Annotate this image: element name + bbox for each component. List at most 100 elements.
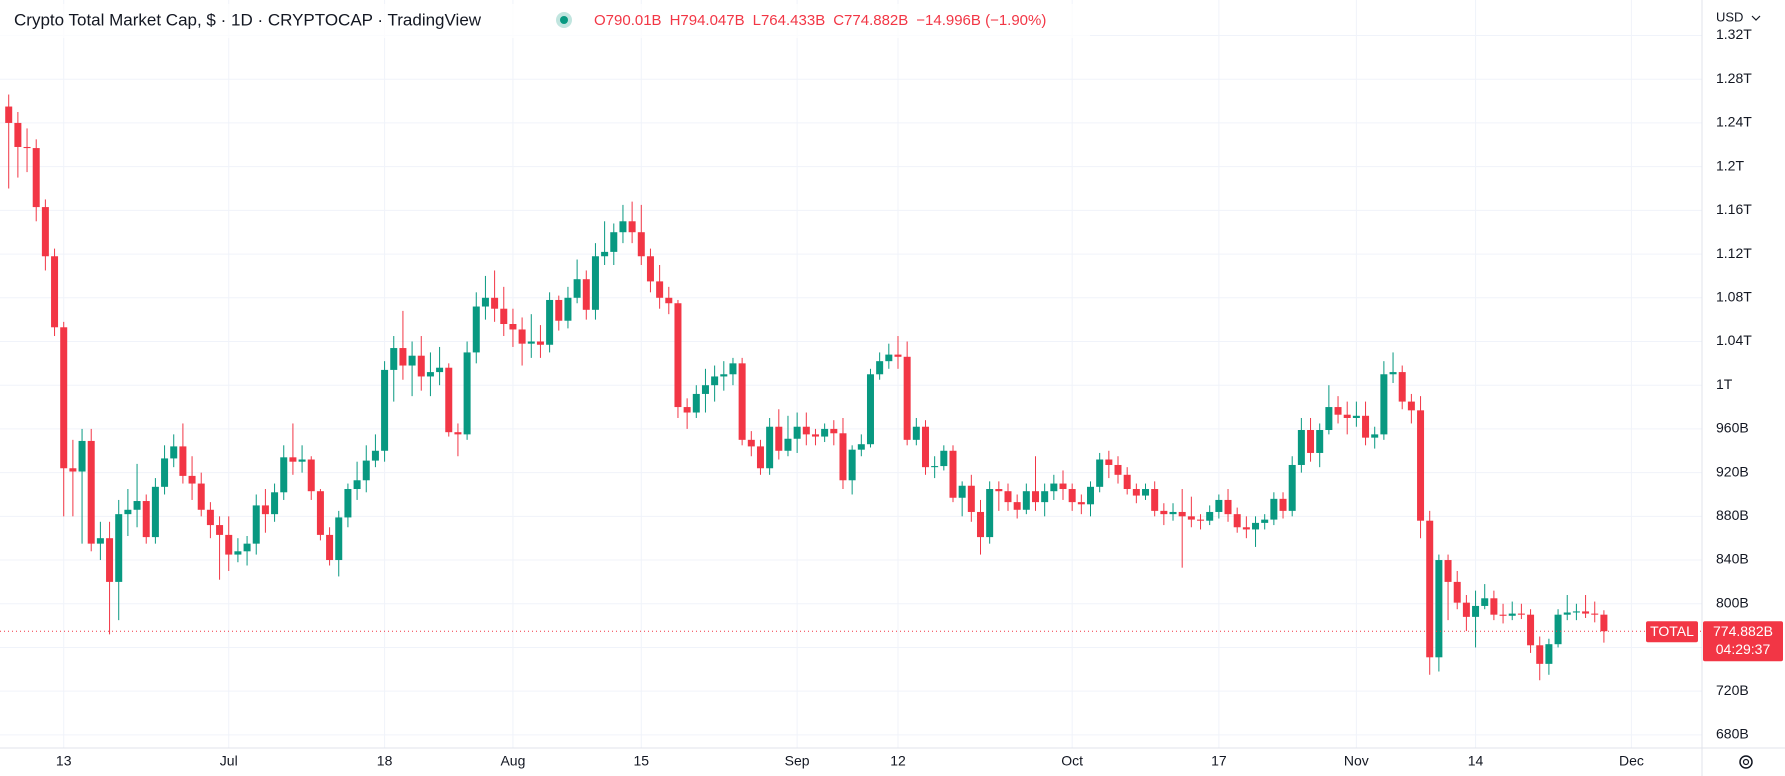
- series-tag-bg: [1646, 621, 1698, 643]
- candle-body: [811, 434, 819, 437]
- overlay: TOTAL: [0, 621, 1702, 643]
- candle-body: [976, 511, 984, 538]
- candle-body: [500, 308, 508, 325]
- candle-body: [921, 426, 929, 468]
- y-tick-label: 1.12T: [1716, 245, 1752, 261]
- candle-body: [646, 256, 654, 282]
- y-tick-label: 1.08T: [1716, 288, 1752, 304]
- price-tag: 774.882B: [1713, 623, 1773, 639]
- candle-body: [106, 538, 114, 582]
- candle-body: [1105, 459, 1113, 465]
- x-tick-label: Jul: [220, 753, 238, 769]
- x-tick-label: Sep: [785, 753, 810, 769]
- candle-body: [353, 480, 361, 490]
- candle-body: [1013, 502, 1021, 510]
- candle-body: [793, 426, 801, 439]
- candle-body: [206, 509, 214, 526]
- candle-body: [1316, 430, 1324, 453]
- candle-body: [1032, 491, 1040, 503]
- candle-body: [674, 303, 682, 408]
- candle-body: [1499, 614, 1507, 616]
- candle-body: [1297, 430, 1305, 465]
- candle-body: [1206, 511, 1214, 521]
- candle-body: [326, 534, 334, 561]
- candle-body: [472, 306, 480, 353]
- candle-body: [619, 221, 627, 233]
- candle-body: [362, 460, 370, 481]
- candle-body: [60, 327, 68, 469]
- candle-body: [32, 148, 40, 208]
- candle-body: [69, 468, 77, 472]
- candle-body: [1417, 410, 1425, 521]
- candle-body: [14, 122, 22, 147]
- currency[interactable]: USD: [1716, 9, 1743, 24]
- candle-body: [463, 352, 471, 435]
- y-tick-label: 1T: [1716, 376, 1733, 392]
- candle-body: [161, 458, 169, 487]
- candle-body: [115, 514, 123, 582]
- candle-body: [940, 450, 948, 467]
- candle-body: [683, 407, 691, 413]
- candle-body: [1362, 415, 1370, 438]
- candle-body: [1261, 519, 1269, 523]
- candle-body: [784, 438, 792, 451]
- candle-body: [894, 354, 902, 357]
- candle-body: [1096, 459, 1104, 487]
- candle-body: [151, 486, 159, 538]
- x-tick-label: Dec: [1619, 753, 1644, 769]
- y-tick-label: 1.2T: [1716, 157, 1744, 173]
- candle-body: [747, 439, 755, 447]
- status-dot: [560, 16, 568, 24]
- candle-body: [1453, 581, 1461, 603]
- candle-body: [866, 374, 874, 445]
- candle-body: [958, 485, 966, 498]
- candle-body: [949, 450, 957, 498]
- candle-body: [756, 446, 764, 469]
- candle-body: [738, 363, 746, 440]
- candle-body: [1178, 511, 1186, 517]
- x-tick-label: Nov: [1344, 753, 1369, 769]
- candle-body: [1050, 483, 1058, 492]
- candle-body: [271, 492, 279, 515]
- candle-body: [51, 256, 59, 328]
- candle-body: [316, 491, 324, 535]
- candle-body: [261, 505, 269, 515]
- candle-body: [188, 475, 196, 484]
- candle-body: [124, 509, 132, 515]
- candle-body: [1398, 372, 1406, 402]
- x-tick-label: Oct: [1061, 753, 1083, 769]
- candle-body: [41, 207, 49, 257]
- candle-body: [821, 428, 829, 437]
- candle-body: [1572, 611, 1580, 613]
- grid: [0, 0, 1702, 748]
- candle-body: [179, 446, 187, 476]
- candle-body: [692, 393, 700, 413]
- candle-body: [1426, 520, 1434, 658]
- candle-body: [1270, 498, 1278, 520]
- currency-arrow[interactable]: [1751, 15, 1761, 21]
- candle-body: [1389, 372, 1397, 375]
- candle-body: [1041, 491, 1049, 503]
- candle-body: [1307, 430, 1315, 453]
- settings-icon[interactable]: [1739, 755, 1753, 769]
- gear-hub: [1742, 758, 1750, 766]
- candle-body: [986, 489, 994, 538]
- candle-body: [1582, 611, 1590, 614]
- candle-body: [1554, 614, 1562, 645]
- y-tick-label: 920B: [1716, 463, 1749, 479]
- ohlc-value: L764.433B: [753, 12, 826, 29]
- candle-body: [5, 106, 13, 123]
- candle-body: [170, 446, 178, 459]
- x-tick-label: Aug: [500, 753, 525, 769]
- candle-body: [1077, 502, 1085, 505]
- gear-ring: [1739, 755, 1753, 769]
- y-tick-label: 1.16T: [1716, 201, 1752, 217]
- candle-body: [1563, 612, 1571, 615]
- chart-title[interactable]: Crypto Total Market Cap, $ · 1D · CRYPTO…: [14, 10, 482, 29]
- candle-body: [656, 281, 664, 298]
- x-tick-label: 18: [377, 753, 393, 769]
- candle-body: [1215, 499, 1223, 512]
- candle-body: [573, 279, 581, 298]
- legend-bg: [0, 4, 1090, 38]
